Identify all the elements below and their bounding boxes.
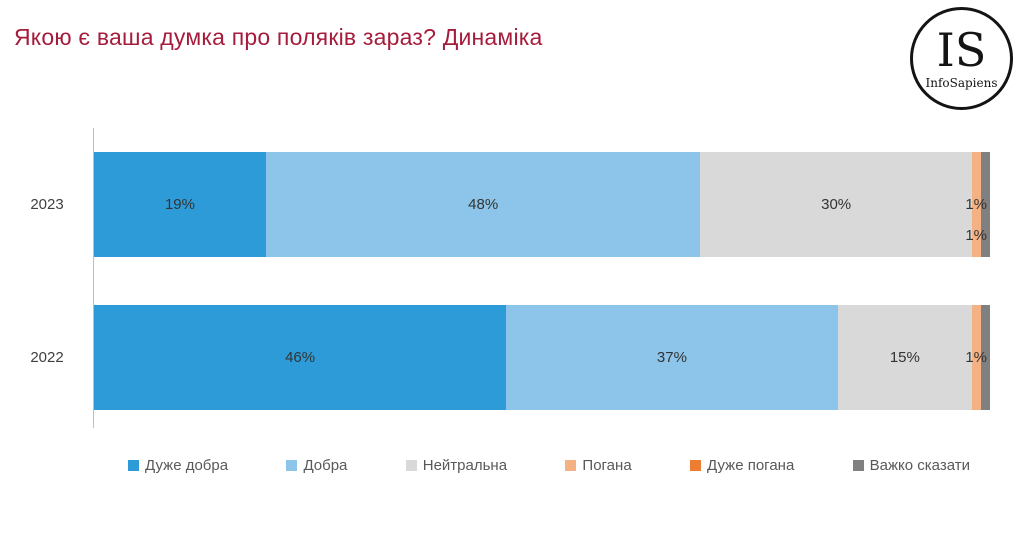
segment-value-label: 15% [889, 349, 920, 366]
segment-value-label: 1% [965, 348, 987, 366]
bar-segment-2022-5 [981, 305, 990, 410]
segment-value-label: 37% [656, 349, 687, 366]
bar-segment-2023-1: 48% [265, 152, 701, 257]
segment-value-label: 48% [468, 196, 499, 213]
legend-label: Нейтральна [422, 457, 508, 474]
legend-item-3: Погана [565, 457, 632, 474]
legend-item-2: Нейтральна [405, 457, 508, 474]
legend-item-1: Добра [286, 457, 347, 474]
chart-legend: Дуже добра Добра Нейтральна Погана Дуже пога… [128, 457, 970, 474]
small-segment-labels: 1% [965, 349, 987, 367]
category-label-2023: 2023 [30, 196, 64, 213]
bar-segment-2022-3 [972, 305, 982, 410]
bar-segment-2023-2: 30% [700, 152, 972, 257]
segment-value-label: 19% [164, 196, 195, 213]
legend-item-4: Дуже погана [690, 457, 794, 474]
bar-segment-2023-5 [980, 152, 990, 257]
segment-value-label: 1% [965, 226, 987, 244]
legend-label: Добра [303, 457, 348, 474]
small-segment-labels: 1% 1% [965, 196, 987, 245]
logo-name: InfoSapiens [925, 76, 998, 90]
legend-item-0: Дуже добра [128, 457, 228, 474]
bar-segment-2022-1: 37% [506, 305, 838, 410]
legend-swatch-icon [690, 460, 702, 471]
stacked-bar-2023: 19% 48% 30% 1% 1% [94, 152, 990, 257]
legend-label: Дуже погана [707, 457, 795, 474]
segment-value-label: 1% [965, 195, 987, 213]
chart-title: Якою є ваша думка про поляків зараз? Дин… [14, 24, 543, 50]
legend-swatch-icon [565, 460, 577, 471]
category-label-2022: 2022 [30, 349, 64, 366]
segment-value-label: 46% [285, 349, 316, 366]
bar-row-2023: 2023 19% 48% 30% 1% 1% [30, 152, 990, 257]
bar-segment-2022-2: 15% [837, 305, 973, 410]
bar-row-2022: 2022 46% 37% 15% 1% [30, 305, 990, 410]
stacked-bar-2022: 46% 37% 15% 1% [94, 305, 990, 410]
stacked-bar-chart: 2023 19% 48% 30% 1% 1% 2022 46% 37% 15% 1% [30, 128, 990, 428]
legend-swatch-icon [286, 460, 298, 471]
legend-swatch-icon [852, 460, 864, 471]
legend-swatch-icon [405, 460, 417, 471]
bar-segment-2023-0: 19% [94, 152, 266, 257]
legend-label: Дуже добра [145, 457, 229, 474]
bar-segment-2023-3 [971, 152, 981, 257]
legend-swatch-icon [128, 460, 139, 471]
legend-item-5: Важко сказати [852, 457, 970, 474]
bar-segment-2022-0: 46% [94, 305, 507, 410]
infosapiens-logo: IS InfoSapiens [910, 7, 1013, 110]
segment-value-label: 30% [821, 196, 852, 213]
logo-initials: IS [936, 23, 987, 77]
legend-label: Важко сказати [869, 457, 970, 474]
legend-label: Погана [582, 457, 632, 474]
